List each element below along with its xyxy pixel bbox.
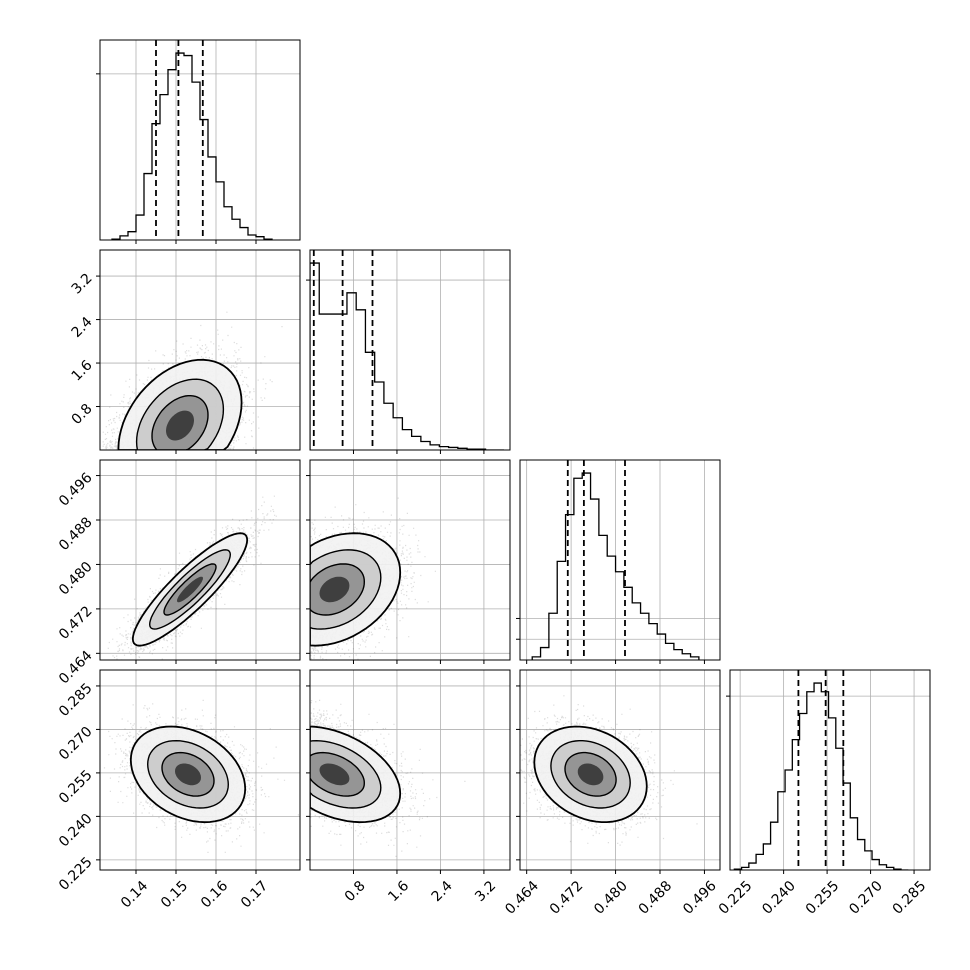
y-tick-label: 0.464 [56, 648, 96, 688]
density-contour-3 [166, 410, 194, 441]
y-tick-label: 3.2 [69, 270, 96, 297]
x-tick-label: 0.496 [680, 878, 720, 918]
density-contour-3 [319, 576, 350, 603]
scatter-panel-0-2 [96, 459, 301, 664]
x-tick-label: 0.17 [238, 878, 271, 911]
panel-frame [99, 39, 301, 241]
y-tick-label: 0.8 [69, 401, 96, 428]
panel-frame [309, 249, 511, 451]
histogram-panel-1 [306, 249, 511, 454]
scatter-panel-1-3 [306, 669, 511, 874]
x-tick-label: 0.472 [547, 878, 587, 918]
panel-frame [309, 669, 511, 871]
scatter-panel-1-2 [306, 459, 511, 664]
x-tick-label: 0.14 [118, 878, 151, 911]
density-contour-3 [177, 576, 203, 603]
y-tick-label: 0.270 [56, 724, 96, 764]
histogram-step-0 [111, 52, 273, 240]
x-tick-label: 0.15 [158, 878, 191, 911]
y-tick-label: 0.480 [56, 559, 96, 599]
scatter-panel-0-1 [96, 249, 301, 454]
histogram-step-2 [531, 472, 700, 660]
x-tick-label: 1.6 [385, 878, 412, 905]
x-tick-label: 0.270 [846, 878, 886, 918]
y-tick-label: 0.496 [56, 470, 96, 510]
y-tick-label: 0.472 [56, 603, 96, 643]
density-contour-3 [175, 763, 201, 786]
histogram-panel-3 [726, 669, 931, 874]
y-tick-label: 0.225 [56, 854, 96, 894]
histogram-panel-2 [516, 459, 721, 664]
panel-frame [309, 459, 511, 661]
histogram-panel-0 [96, 39, 301, 244]
x-tick-label: 0.255 [803, 878, 843, 918]
y-tick-label: 0.255 [56, 767, 96, 807]
scatter-panel-2-3 [516, 669, 721, 874]
y-tick-label: 0.285 [56, 680, 96, 720]
y-tick-label: 1.6 [69, 357, 96, 384]
histogram-step-3 [733, 682, 909, 870]
panel-frame [99, 249, 301, 451]
x-tick-label: 0.488 [636, 878, 676, 918]
x-tick-label: 0.16 [198, 878, 231, 911]
y-tick-label: 0.240 [56, 811, 96, 851]
x-tick-label: 0.285 [890, 878, 930, 918]
panel-frame [99, 669, 301, 871]
x-tick-label: 3.2 [472, 878, 499, 905]
y-tick-label: 0.488 [56, 514, 96, 554]
x-tick-label: 0.8 [342, 878, 369, 905]
scatter-panel-0-3 [96, 669, 301, 874]
panel-frame [729, 669, 931, 871]
x-tick-label: 0.480 [591, 878, 631, 918]
panel-frame [519, 669, 721, 871]
x-tick-label: 0.240 [759, 878, 799, 918]
panel-frame [519, 459, 721, 661]
panel-frame [99, 459, 301, 661]
y-tick-label: 2.4 [69, 314, 96, 341]
density-contour-3 [319, 763, 350, 786]
histogram-step-1 [310, 262, 505, 450]
x-tick-label: 0.225 [716, 878, 756, 918]
x-tick-label: 2.4 [429, 878, 456, 905]
density-contour-3 [577, 763, 604, 786]
x-tick-label: 0.464 [502, 878, 542, 918]
